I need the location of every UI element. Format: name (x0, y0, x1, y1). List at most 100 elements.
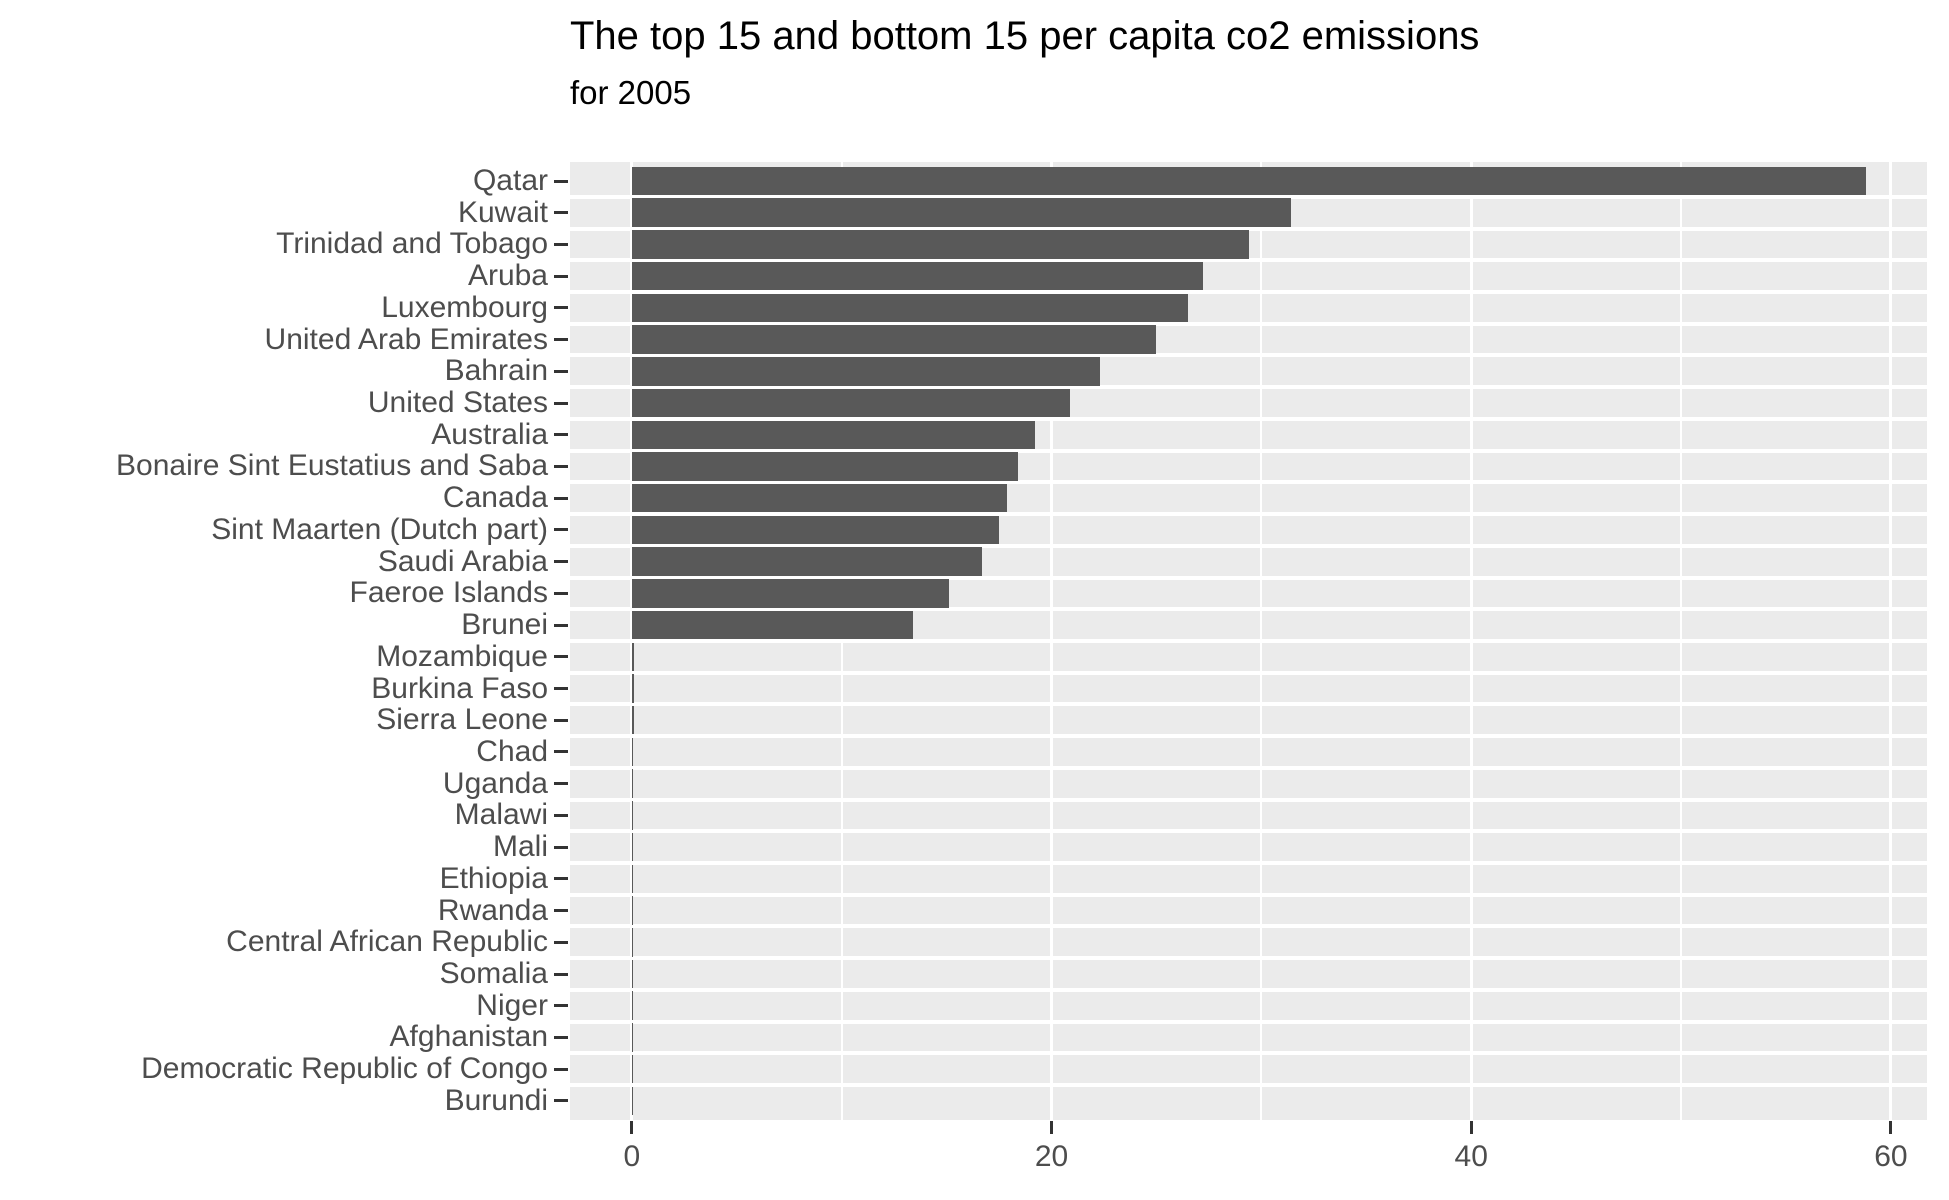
row-gridline (570, 1051, 1927, 1056)
y-tick-mark (554, 306, 568, 310)
y-tick-mark (554, 179, 568, 183)
row-gridline (570, 194, 1927, 199)
row-gridline (570, 956, 1927, 961)
bar-rwanda (631, 896, 634, 925)
y-tick-mark (554, 464, 568, 468)
bar-uganda (631, 769, 634, 798)
plot-panel (570, 162, 1927, 1120)
y-tick-mark (554, 274, 568, 278)
y-axis-label: Central African Republic (226, 925, 548, 959)
y-axis-label: Brunei (461, 608, 548, 642)
y-tick-mark (554, 813, 568, 817)
x-axis-label: 20 (1034, 1140, 1069, 1173)
bar-saudi-arabia (631, 547, 983, 576)
row-gridline (570, 353, 1927, 358)
chart-title: The top 15 and bottom 15 per capita co2 … (570, 14, 1480, 58)
row-gridline (570, 829, 1927, 834)
bar-bonaire-sint-eustatius-and-saba (631, 452, 1018, 481)
y-tick-mark (554, 560, 568, 564)
y-tick-mark (554, 940, 568, 944)
y-axis-label: Mali (492, 830, 548, 864)
y-axis-label: Afghanistan (389, 1020, 548, 1054)
y-axis-label: Chad (476, 734, 548, 768)
x-tick-mark (1050, 1121, 1054, 1134)
y-axis-label: Ethiopia (439, 861, 548, 895)
y-tick-mark (554, 211, 568, 215)
y-axis-label: Sierra Leone (376, 703, 548, 737)
row-gridline (570, 385, 1927, 390)
row-gridline (570, 1083, 1927, 1088)
row-gridline (570, 226, 1927, 231)
y-axis-label: Saudi Arabia (377, 544, 548, 578)
y-axis-label: Bahrain (444, 354, 548, 388)
bar-ethiopia (631, 864, 634, 894)
bar-trinidad-and-tobago (631, 230, 1249, 259)
x-axis-label: 0 (623, 1140, 641, 1173)
row-gridline (570, 702, 1927, 707)
row-gridline (570, 987, 1927, 992)
row-gridline (570, 512, 1927, 517)
y-tick-mark (554, 687, 568, 691)
y-axis-label: Democratic Republic of Congo (141, 1052, 548, 1086)
y-tick-mark (554, 1035, 568, 1039)
bar-mozambique (631, 642, 634, 672)
row-gridline (570, 607, 1927, 612)
y-axis-label: Bonaire Sint Eustatius and Saba (116, 449, 548, 483)
bar-canada (631, 483, 1008, 513)
row-gridline (570, 892, 1927, 897)
y-tick-mark (554, 401, 568, 405)
y-axis-label: Canada (442, 481, 548, 515)
bar-niger (631, 991, 634, 1020)
bar-bahrain (631, 357, 1100, 386)
bar-chad (631, 737, 634, 767)
row-gridline (570, 1019, 1927, 1024)
y-axis-label: Aruba (467, 259, 548, 293)
y-tick-mark (554, 845, 568, 849)
bar-central-african-republic (631, 928, 634, 957)
y-axis-label: Australia (431, 417, 548, 451)
bar-brunei (631, 610, 914, 640)
y-axis-label: Malawi (454, 798, 548, 832)
x-tick-mark (1469, 1121, 1473, 1134)
y-tick-mark (554, 655, 568, 659)
bar-faeroe-islands (631, 579, 949, 608)
y-axis-label: Mozambique (376, 639, 548, 673)
row-gridline (570, 543, 1927, 548)
bar-sierra-leone (631, 705, 634, 735)
row-gridline (570, 860, 1927, 865)
row-gridline (570, 670, 1927, 675)
y-axis-label: United Arab Emirates (264, 322, 548, 356)
bar-united-states (631, 388, 1071, 418)
bar-luxembourg (631, 293, 1188, 323)
y-tick-mark (554, 528, 568, 532)
bar-burundi (631, 1086, 634, 1116)
x-axis-label: 40 (1454, 1140, 1488, 1173)
y-tick-mark (554, 909, 568, 913)
row-gridline (570, 258, 1927, 263)
bar-mali (631, 832, 634, 862)
x-axis-label: 60 (1874, 1140, 1908, 1173)
y-axis-label: Niger (476, 988, 548, 1022)
y-tick-mark (554, 972, 568, 976)
x-tick-mark (630, 1121, 634, 1134)
row-gridline (570, 575, 1927, 580)
x-tick-mark (1889, 1121, 1893, 1134)
y-tick-mark (554, 718, 568, 722)
y-tick-mark (554, 782, 568, 786)
row-gridline (570, 734, 1927, 739)
bar-united-arab-emirates (631, 325, 1157, 354)
y-tick-mark (554, 623, 568, 627)
row-gridline (570, 638, 1927, 643)
y-axis-label: United States (367, 386, 548, 420)
row-gridline (570, 797, 1927, 802)
y-axis-label: Rwanda (437, 893, 548, 927)
row-gridline (570, 924, 1927, 929)
row-gridline (570, 765, 1927, 770)
y-axis-label: Somalia (439, 957, 548, 990)
y-tick-mark (554, 1099, 568, 1103)
row-gridline (570, 480, 1927, 485)
y-axis-label: Trinidad and Tobago (276, 227, 548, 261)
row-gridline (570, 448, 1927, 453)
y-axis-label: Qatar (472, 164, 548, 197)
